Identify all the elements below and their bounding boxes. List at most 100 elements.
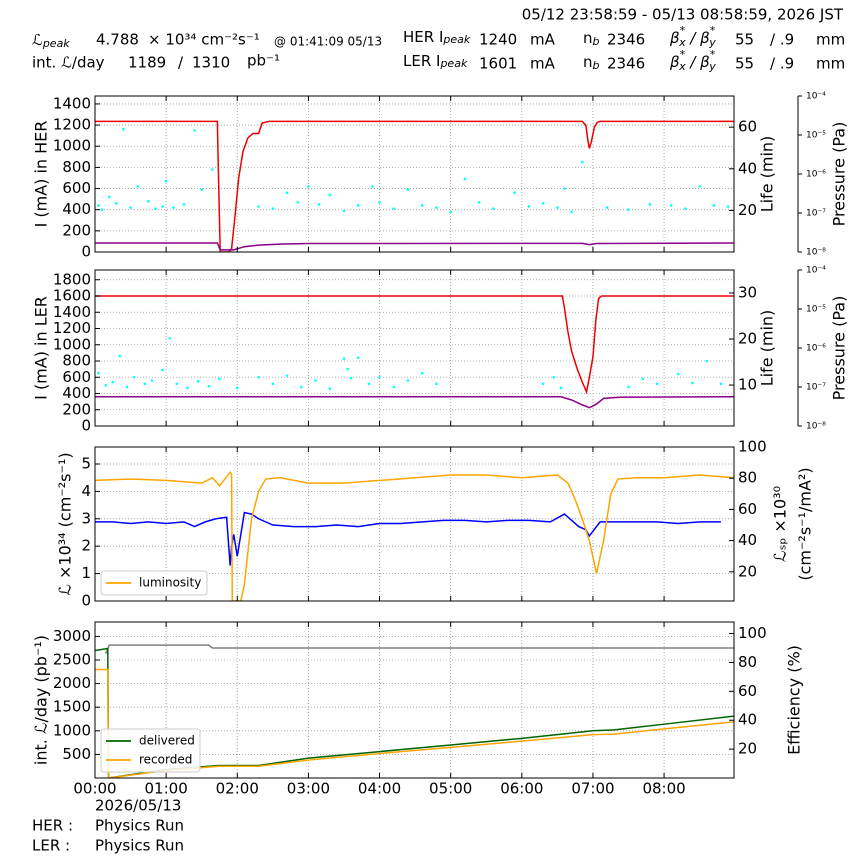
her-ipeak-label: HER Ipeak xyxy=(403,28,471,47)
data-point xyxy=(356,204,360,207)
data-point xyxy=(463,177,467,181)
y3-tick-label: 10⁻⁸ xyxy=(806,248,826,258)
subscript: peak xyxy=(439,57,467,70)
data-point xyxy=(193,129,196,132)
data-point xyxy=(207,384,211,388)
data-point xyxy=(257,375,260,379)
subscript: b xyxy=(593,35,600,48)
data-point xyxy=(406,379,410,382)
y2-axis-title: Life (min) xyxy=(758,136,777,213)
y-tick-label: 600 xyxy=(62,179,91,197)
data-point xyxy=(492,207,495,210)
y3-tick-label: 10⁻⁴ xyxy=(806,266,826,276)
data-point xyxy=(328,193,332,197)
x-tick-label: 07:00 xyxy=(571,780,614,798)
y-tick-label: 1000 xyxy=(53,721,91,739)
y-tick-label: 1400 xyxy=(53,303,91,321)
data-point xyxy=(122,128,125,131)
y-tick-label: 1000 xyxy=(53,335,91,353)
y2-tick-label: 20 xyxy=(738,330,757,348)
data-point xyxy=(552,375,556,379)
data-point xyxy=(186,386,189,390)
her-mode: Physics Run xyxy=(95,817,184,835)
data-point xyxy=(285,374,289,377)
data-point xyxy=(342,357,346,360)
y2-tick-label: 40 xyxy=(738,711,757,729)
y-tick-label: 500 xyxy=(62,745,91,763)
data-point xyxy=(406,188,410,191)
y3-tick-label: 10⁻⁸ xyxy=(806,422,826,432)
subscript: y xyxy=(708,60,716,73)
data-point xyxy=(378,375,381,379)
symbol: ℒ xyxy=(32,31,43,49)
plot-frame xyxy=(94,446,735,602)
her-ipeak-unit: mA xyxy=(530,31,556,49)
data-point xyxy=(104,384,107,387)
plot-area xyxy=(95,120,734,252)
symbol: / β xyxy=(686,53,711,71)
ler-ipeak-label: LER Ipeak xyxy=(403,52,468,71)
data-point xyxy=(371,185,374,188)
subscript: peak xyxy=(442,33,470,46)
data-point xyxy=(556,206,559,209)
y3-tick-label: 10⁻⁵ xyxy=(806,305,826,315)
data-point xyxy=(719,382,723,386)
y2-tick-label: 20 xyxy=(738,562,757,580)
plot-area xyxy=(95,295,734,409)
y-tick-label: 1500 xyxy=(53,698,91,716)
data-line xyxy=(95,511,721,566)
y-axis-title: ℒ ×10³⁴ (cm⁻²s⁻¹) xyxy=(56,452,75,595)
ler-ipeak-value: 1601 xyxy=(479,55,517,73)
data-point xyxy=(627,385,630,389)
superscript: * xyxy=(680,48,686,61)
y2-tick-label: 30 xyxy=(738,284,757,302)
superscript: * xyxy=(710,48,716,61)
y2-tick-label: 40 xyxy=(738,159,757,177)
data-line xyxy=(95,396,734,409)
y-tick-label: 0 xyxy=(81,592,91,610)
data-point xyxy=(648,203,652,206)
data-point xyxy=(346,367,349,371)
subscript: b xyxy=(593,59,600,72)
data-point xyxy=(129,206,132,209)
y-tick-label: 200 xyxy=(62,221,91,239)
her-nb-value: 2346 xyxy=(607,31,645,49)
data-point xyxy=(378,200,381,204)
her-nb-label: nb xyxy=(583,29,600,49)
data-point xyxy=(669,204,673,207)
data-point xyxy=(182,203,186,206)
y2-tick-label: 10 xyxy=(738,376,757,394)
subscript: y xyxy=(708,36,716,49)
data-point xyxy=(175,382,179,386)
data-point xyxy=(367,382,371,386)
y-tick-label: 1200 xyxy=(53,116,91,134)
data-point xyxy=(296,200,300,204)
data-point xyxy=(143,382,147,386)
data-point xyxy=(420,371,424,375)
y-tick-label: 800 xyxy=(62,158,91,176)
data-point xyxy=(527,205,531,208)
data-point xyxy=(107,195,111,199)
data-point xyxy=(118,354,122,358)
y2-tick-label: 40 xyxy=(738,531,757,549)
y2-tick-label: 60 xyxy=(738,682,757,700)
data-point xyxy=(356,356,360,360)
data-line xyxy=(95,470,734,601)
lpeak-value: 4.788 xyxy=(96,31,139,49)
her-label: HER : xyxy=(32,817,73,835)
y2-tick-label: 80 xyxy=(738,653,757,671)
y-tick-label: 1 xyxy=(81,564,91,582)
x-tick-label: 02:00 xyxy=(216,780,259,798)
data-line xyxy=(104,644,734,655)
data-point xyxy=(150,379,154,382)
y3-tick-label: 10⁻⁷ xyxy=(806,383,826,393)
data-point xyxy=(342,209,346,213)
lpeak-unit: × 10³⁴ cm⁻²s⁻¹ xyxy=(148,31,260,49)
ler-beta-x: 55 xyxy=(735,55,754,73)
data-point xyxy=(712,204,716,207)
data-point xyxy=(435,382,438,386)
data-point xyxy=(541,202,545,205)
her-beta-label: β* x / β* y xyxy=(669,24,716,49)
y-tick-label: 800 xyxy=(62,352,91,370)
